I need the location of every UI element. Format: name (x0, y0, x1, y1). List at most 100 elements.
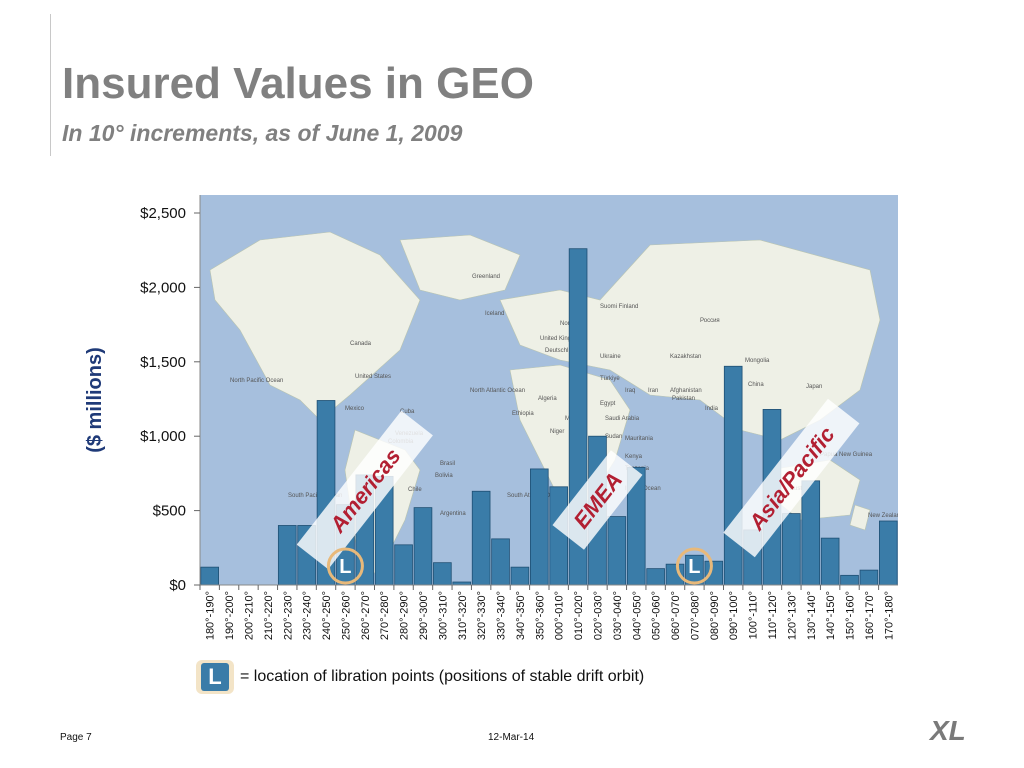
footer-date: 12-Mar-14 (488, 732, 535, 743)
map-label: Iraq (625, 388, 635, 394)
x-tick-label: 050°-060° (651, 591, 663, 640)
x-tick-label: 300°-310° (437, 591, 449, 640)
x-tick-label: 060°-070° (670, 591, 682, 640)
map-label: South Pacific Ocean (288, 493, 342, 499)
map-label: Brasil (440, 461, 455, 467)
bar-030°-040° (607, 516, 627, 586)
y-tick-label: $2,500 (140, 205, 186, 222)
bar-090°-100° (723, 365, 743, 586)
map-label: Iran (648, 388, 658, 394)
bar-290°-300° (413, 507, 433, 586)
map-label: Mongolia (745, 358, 770, 364)
x-tick-label: 270°-280° (379, 591, 391, 640)
map-label: New Zealand (868, 513, 903, 519)
map-label: United States (355, 374, 391, 380)
y-tick-label: $2,000 (140, 279, 186, 296)
x-tick-label: 250°-260° (340, 591, 352, 640)
x-tick-label: 190°-200° (224, 591, 236, 640)
bar-130°-140° (801, 480, 821, 586)
map-label: Iceland (485, 311, 504, 317)
x-tick-label: 260°-270° (360, 591, 372, 640)
xl-logo-text: XL (928, 716, 966, 744)
map-label: Cuba (400, 409, 415, 415)
y-tick-label: $1,500 (140, 354, 186, 371)
bar-160°-170° (859, 569, 879, 586)
x-tick-label: 290°-300° (418, 591, 430, 640)
page-number: Page 7 (60, 732, 92, 743)
map-label: Mauritania (625, 436, 654, 442)
map-label: Niger (550, 429, 564, 435)
bar-350°-360° (530, 468, 549, 586)
bar-180°-190° (200, 566, 219, 586)
map-label: Norge (560, 321, 577, 327)
x-tick-label: 320°-330° (476, 591, 488, 640)
bar-080°-090° (704, 560, 724, 586)
x-tick-label: 210°-220° (263, 591, 275, 640)
map-label: Bolivia (435, 473, 453, 479)
libration-legend-marker: L (196, 660, 234, 694)
bar-170°-180° (879, 520, 898, 586)
bar-300°-310° (433, 562, 452, 586)
x-tick-label: 030°-040° (612, 591, 624, 640)
x-tick-label: 170°-180° (883, 591, 895, 640)
map-label: China (748, 382, 764, 388)
map-label: North Atlantic Ocean (470, 388, 525, 394)
libration-point-label: L (688, 556, 700, 578)
libration-point-ring (675, 547, 713, 585)
x-tick-label: 120°-130° (786, 591, 798, 640)
libration-point-ring (326, 547, 364, 585)
map-label: Afghanistan (670, 388, 702, 394)
region-label-box (552, 450, 643, 550)
y-tick-label: $0 (169, 577, 186, 594)
x-tick-label: 200°-210° (243, 591, 255, 640)
bar-320°-330° (471, 490, 491, 586)
x-tick-label: 040°-050° (631, 591, 643, 640)
map-label: Sudan (605, 434, 622, 440)
map-label: Egypt (600, 401, 616, 407)
x-tick-label: 310°-320° (457, 591, 469, 640)
map-label: North Pacific Ocean (230, 378, 283, 384)
map-label: Ukraine (600, 354, 621, 360)
x-tick-label: 090°-100° (728, 591, 740, 640)
x-tick-label: 340°-350° (515, 591, 527, 640)
header-divider (50, 14, 51, 156)
x-tick-label: 140°-150° (825, 591, 837, 640)
region-label-box (723, 398, 860, 558)
bar-330°-340° (491, 538, 510, 586)
map-label: Ethiopia (512, 411, 534, 417)
x-tick-label: 150°-160° (845, 591, 857, 640)
x-tick-label: 240°-250° (321, 591, 333, 640)
y-tick-label: $500 (153, 503, 186, 520)
libration-legend-text: = location of libration points (position… (240, 668, 645, 685)
region-label-box (296, 410, 433, 570)
bar-140°-150° (820, 537, 840, 586)
map-landmass (209, 231, 421, 421)
bar-000°-010° (549, 486, 568, 586)
bar-120°-130° (782, 513, 801, 586)
map-landmass (849, 504, 871, 531)
x-tick-label: 180°-190° (205, 591, 217, 640)
map-label: Pakistan (672, 396, 695, 402)
x-tick-label: 080°-090° (709, 591, 721, 640)
bar-340°-350° (510, 566, 530, 586)
bar-150°-160° (840, 574, 859, 586)
libration-point-label: L (339, 556, 351, 578)
x-tick-label: 020°-030° (592, 591, 604, 640)
map-label: Algeria (538, 396, 557, 402)
x-tick-label: 160°-170° (864, 591, 876, 640)
map-landmass (399, 234, 521, 301)
map-label: Suomi Finland (600, 304, 638, 310)
x-tick-label: 350°-360° (534, 591, 546, 640)
map-label: Kazakhstan (670, 354, 701, 360)
x-tick-label: 010°-020° (573, 591, 585, 640)
libration-legend-letter: L (201, 663, 229, 691)
x-tick-label: 000°-010° (554, 591, 566, 640)
map-label: Kenya (625, 454, 643, 460)
map-label: Mexico (345, 406, 365, 412)
map-label: Deutschl (545, 348, 568, 354)
x-tick-label: 230°-240° (302, 591, 314, 640)
libration-legend: L = location of libration points (positi… (196, 660, 644, 694)
map-label: Papua New Guinea (820, 452, 873, 458)
page-subtitle: In 10° increments, as of June 1, 2009 (62, 120, 463, 146)
